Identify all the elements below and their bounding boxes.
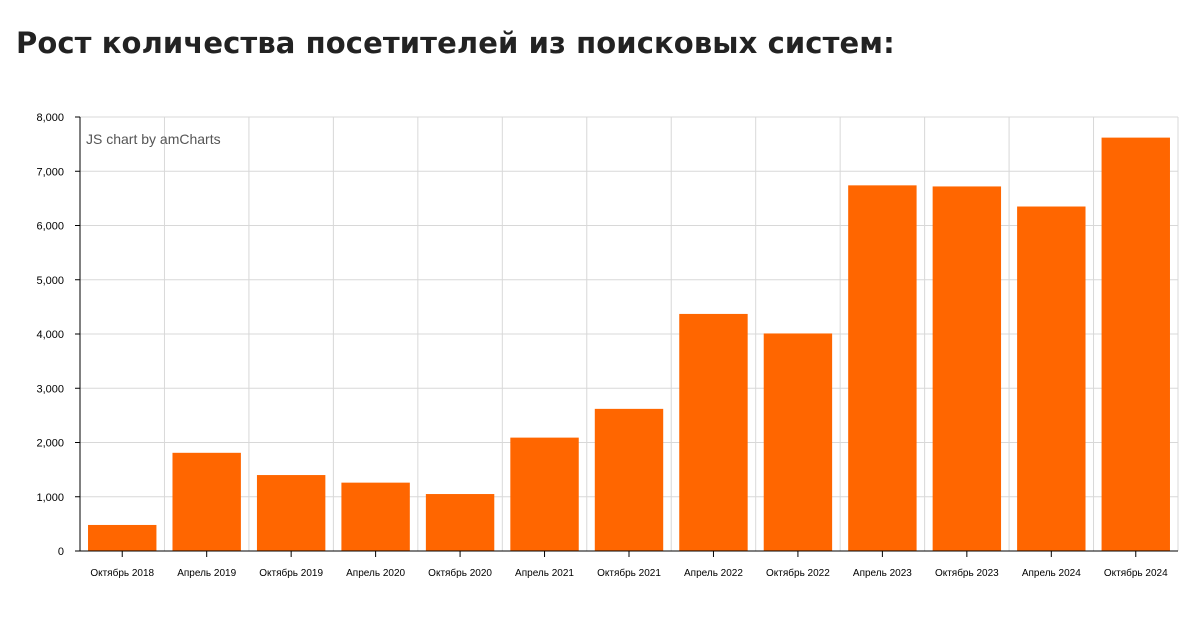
x-tick-label: Апрель 2022	[684, 568, 743, 579]
x-tick-label: Апрель 2023	[853, 568, 912, 579]
bar[interactable]	[256, 475, 326, 551]
x-tick-label: Октябрь 2024	[1104, 567, 1168, 579]
bar[interactable]	[1017, 206, 1086, 551]
x-tick-label: Апрель 2024	[1022, 568, 1081, 579]
bar[interactable]	[341, 482, 410, 551]
y-tick-label: 2,000	[36, 438, 64, 450]
bar[interactable]	[763, 333, 833, 551]
bar[interactable]	[172, 452, 241, 551]
y-tick-label: 1,000	[36, 492, 64, 504]
bars-layer	[88, 137, 1170, 552]
bar[interactable]	[425, 494, 495, 551]
page-title: Рост количества посетителей из поисковых…	[16, 26, 895, 60]
y-tick-label: 6,000	[36, 221, 64, 233]
y-tick-label: 5,000	[36, 275, 64, 287]
x-tick-label: Апрель 2021	[515, 568, 574, 579]
bar[interactable]	[932, 186, 1002, 551]
y-tick-label: 3,000	[36, 383, 64, 395]
axis-layer: 0 1,000 2,000 3,000 4,000 5,000 6,000 7,000 8,00…	[36, 112, 1178, 579]
bar[interactable]	[679, 313, 748, 551]
bar[interactable]	[88, 524, 157, 551]
x-tick-label: Апрель 2019	[177, 568, 236, 579]
x-tick-label: Октябрь 2018	[90, 567, 154, 579]
y-tick-label: 7,000	[36, 166, 64, 178]
bar[interactable]	[510, 437, 579, 551]
x-tick-label: Октябрь 2019	[259, 567, 323, 579]
y-tick-label: 8,000	[36, 112, 64, 124]
x-tick-label: Апрель 2020	[346, 568, 405, 579]
x-tick-label: Октябрь 2021	[597, 567, 661, 579]
x-tick-label: Октябрь 2022	[766, 567, 830, 579]
bar[interactable]	[594, 408, 664, 551]
y-tick-label: 4,000	[36, 329, 64, 341]
bar[interactable]	[1101, 137, 1170, 552]
x-tick-label: Октябрь 2023	[935, 567, 999, 579]
bar[interactable]	[848, 185, 917, 552]
x-tick-label: Октябрь 2020	[428, 567, 492, 579]
y-tick-label: 0	[58, 546, 64, 558]
chart-watermark[interactable]: JS chart by amCharts	[86, 131, 221, 147]
